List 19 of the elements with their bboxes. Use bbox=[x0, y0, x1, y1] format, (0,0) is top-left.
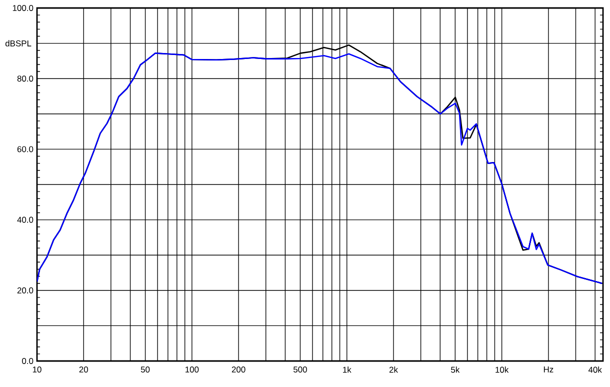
x-tick-label: 10k bbox=[496, 366, 509, 373]
y-tick-label: 60.0 bbox=[17, 146, 34, 152]
x-tick-label: 200 bbox=[232, 366, 246, 373]
x-tick-label: 50 bbox=[140, 366, 150, 373]
x-tick-label: 20 bbox=[79, 366, 88, 373]
y-tick-label: 20.0 bbox=[17, 287, 34, 294]
x-tick-label: 100 bbox=[186, 366, 199, 373]
x-tick-label: 500 bbox=[294, 366, 307, 373]
x-tick-label: 10 bbox=[32, 366, 42, 373]
y-tick-label: 0.0 bbox=[22, 358, 34, 364]
x-tick-label: 1k bbox=[343, 366, 352, 373]
x-tick-label: 40k bbox=[588, 366, 602, 373]
x-tick-label: 2k bbox=[389, 366, 398, 373]
y-tick-label: 80.0 bbox=[17, 76, 34, 82]
y-tick-label: 40.0 bbox=[17, 216, 34, 223]
x-tick-label: 5k bbox=[451, 366, 460, 373]
y-axis-title: dBSPL bbox=[5, 40, 32, 46]
y-tick-label: 100.0 bbox=[12, 5, 34, 11]
x-tick-label: Hz bbox=[544, 366, 554, 372]
